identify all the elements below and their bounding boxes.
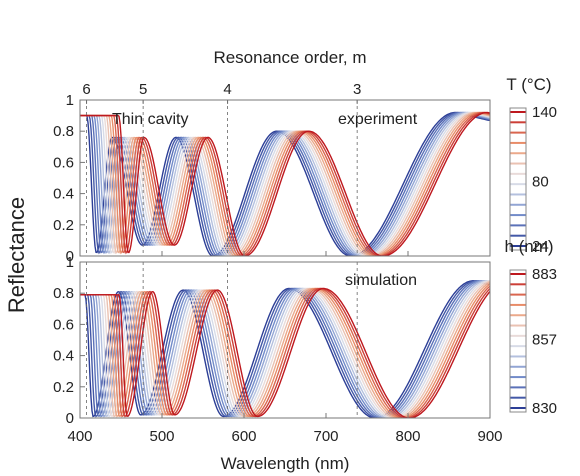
experiment-frame — [79, 99, 491, 257]
colorbar-tick-label: 883 — [532, 266, 557, 283]
colorbar-tick-label: 857 — [532, 332, 557, 349]
reflectance-curve — [80, 279, 490, 418]
colorbar-tick-label: 24 — [532, 238, 549, 255]
colorbar-frame — [509, 269, 527, 413]
reflectance-curve — [80, 111, 490, 256]
reflectance-curve — [80, 287, 490, 418]
top-order-label: 5 — [139, 81, 147, 98]
panel-experiment: 0 0.2 0.4 0.6 0.8 1 Thin cavity experiment — [53, 92, 491, 265]
y-tick-label: 1 — [66, 254, 74, 271]
x-tick-label: 700 — [313, 428, 338, 445]
reflectance-curve — [80, 279, 490, 418]
reflectance-curve — [80, 287, 490, 418]
reflectance-curve — [80, 279, 490, 418]
y-tick-label: 1 — [66, 92, 74, 109]
top-order-labels: 6 5 4 3 — [82, 81, 361, 104]
experiment-y-ticks: 0 0.2 0.4 0.6 0.8 1 — [53, 92, 85, 265]
top-order-label: 6 — [82, 81, 90, 98]
y-tick-label: 0.4 — [53, 348, 74, 365]
simulation-y-ticks: 0 0.2 0.4 0.6 0.8 1 — [53, 254, 85, 427]
annotation-experiment: experiment — [338, 111, 418, 128]
y-tick-label: 0.2 — [53, 217, 74, 234]
y-tick-label: 0.6 — [53, 154, 74, 171]
y-tick-label: 0 — [66, 410, 74, 427]
panel-simulation: 0 0.2 0.4 0.6 0.8 1 simulation — [53, 254, 491, 427]
colorbar-thickness: h (nm) 883 857 830 — [504, 237, 557, 417]
experiment-order-lines — [86, 100, 358, 256]
x-tick-label: 600 — [231, 428, 256, 445]
reflectance-curve — [80, 281, 490, 418]
reflectance-curve — [80, 111, 490, 256]
reflectance-curve — [80, 111, 490, 256]
reflectance-curve — [80, 280, 490, 418]
colorbar-tick-label: 80 — [532, 173, 549, 190]
reflectance-curve — [80, 111, 490, 256]
x-tick-label: 500 — [149, 428, 174, 445]
y-tick-label: 0 — [66, 248, 74, 265]
simulation-frame — [79, 261, 491, 419]
colorbar-title: h (nm) — [504, 237, 553, 256]
x-tick-label: 900 — [477, 428, 502, 445]
annotation-thin-cavity: Thin cavity — [112, 111, 188, 128]
top-order-label: 3 — [353, 81, 361, 98]
y-tick-label: 0.4 — [53, 186, 74, 203]
colorbar-tick-label: 830 — [532, 400, 557, 417]
y-axis-title: Reflectance — [4, 197, 29, 313]
reflectance-curve — [80, 111, 490, 256]
x-ticks: 400 500 600 700 800 900 — [67, 251, 503, 445]
top-axis-title: Resonance order, m — [213, 48, 366, 67]
reflectance-curve — [80, 279, 490, 418]
y-tick-label: 0.8 — [53, 285, 74, 302]
simulation-curves — [80, 279, 490, 418]
y-tick-label: 0.6 — [53, 316, 74, 333]
y-tick-label: 0.2 — [53, 379, 74, 396]
y-tick-label: 0.8 — [53, 123, 74, 140]
top-order-label: 4 — [223, 81, 231, 98]
colorbar-frame — [509, 107, 527, 251]
reflectance-curve — [80, 111, 490, 256]
annotation-simulation: simulation — [345, 272, 417, 289]
experiment-curves — [80, 111, 490, 256]
colorbar-temperature: T (°C) 140 80 24 — [506, 75, 557, 255]
colorbar-title: T (°C) — [506, 75, 551, 94]
reflectance-curve — [80, 111, 490, 256]
x-tick-label: 400 — [67, 428, 92, 445]
reflectance-curve — [80, 111, 490, 256]
simulation-order-lines — [86, 262, 358, 418]
colorbar-tick-label: 140 — [532, 104, 557, 121]
reflectance-curve — [80, 279, 490, 418]
x-axis-title: Wavelength (nm) — [221, 454, 350, 473]
reflectance-curve — [80, 280, 490, 418]
reflectance-curve — [80, 111, 490, 256]
x-tick-label: 800 — [395, 428, 420, 445]
reflectance-curve — [80, 111, 490, 256]
reflectance-curve — [80, 279, 490, 418]
